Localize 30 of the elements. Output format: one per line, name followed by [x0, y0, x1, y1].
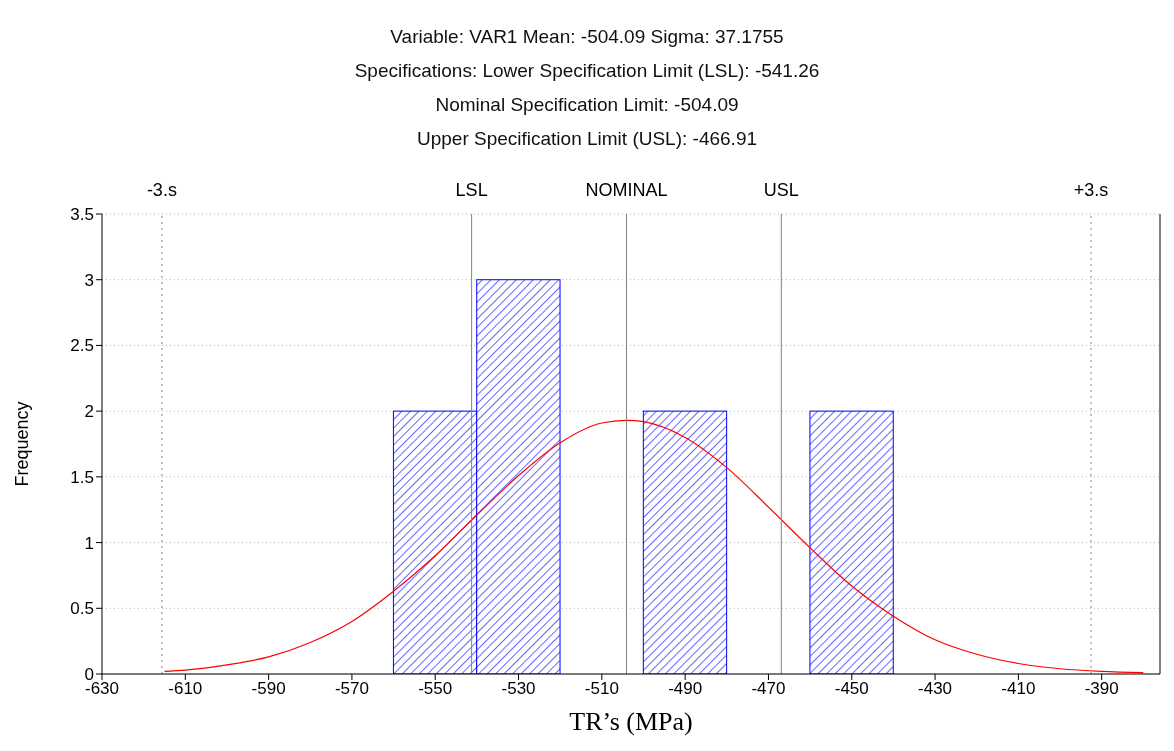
- x-tick-label: -530: [501, 679, 536, 699]
- x-tick-label: -390: [1084, 679, 1119, 699]
- ref-line-label: LSL: [455, 180, 488, 200]
- x-tick-label: -630: [84, 679, 120, 699]
- x-tick-label: -610: [168, 679, 203, 699]
- line-series: [163, 419, 1144, 674]
- x-tick-label: -550: [418, 679, 453, 699]
- y-tick-label: 2: [84, 402, 94, 422]
- y-tick-label: 2.5: [70, 336, 94, 356]
- x-tick-label: -490: [668, 679, 703, 699]
- x-tick-label: -450: [834, 679, 869, 699]
- y-tick-label: 3.5: [70, 205, 94, 225]
- x-tick-label: -430: [918, 679, 953, 699]
- y-tick-label: 1: [84, 533, 94, 553]
- x-tick-label: -410: [1001, 679, 1036, 699]
- x-tick-label: -470: [751, 679, 786, 699]
- chart-subtitle: Specifications: Lower Specification Limit (LSL): -541.26 Nominal Specification Limit: -504.09 Upper Specification Limit (USL): -466.91: [353, 59, 821, 151]
- x-axis-title: TR’s (MPa): [569, 707, 693, 736]
- y-axis-title: Frequency: [12, 401, 33, 487]
- y-tick-label: 0.5: [70, 599, 94, 619]
- ref-line-label: NOMINAL: [585, 180, 668, 200]
- x-tick-label: -570: [334, 679, 369, 699]
- chart-title: Variable: VAR1 Mean: -504.09 Sigma: 37.1755: [389, 25, 785, 49]
- y-tick-label: 1.5: [70, 467, 94, 487]
- x-tick-label: -510: [584, 679, 619, 699]
- ref-line-label: -3.s: [146, 180, 177, 200]
- ref-line-label: USL: [763, 180, 799, 200]
- ref-line-label: +3.s: [1073, 180, 1109, 200]
- y-tick-label: 3: [84, 270, 94, 290]
- x-tick-label: -590: [251, 679, 286, 699]
